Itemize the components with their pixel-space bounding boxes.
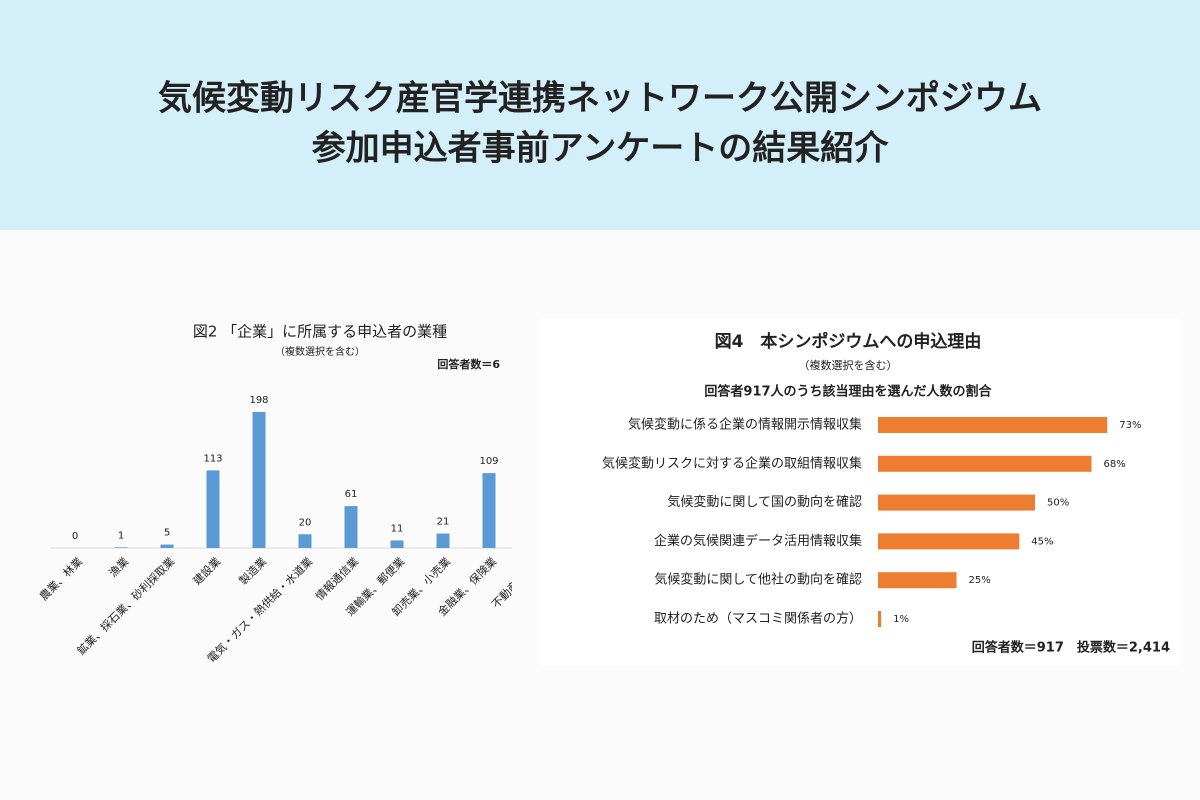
data-label: 25% bbox=[969, 575, 991, 586]
data-label: 109 bbox=[479, 456, 498, 467]
y-tick-label: 気候変動に関して国の動向を確認 bbox=[667, 494, 862, 510]
bar bbox=[252, 411, 266, 548]
bar bbox=[878, 533, 1020, 550]
bar bbox=[344, 506, 358, 548]
chart-panel bbox=[540, 318, 1180, 666]
chart-subtitle: （複数選択を含む） bbox=[799, 358, 898, 372]
bar bbox=[482, 473, 496, 548]
chart-subtitle: 回答者917人のうち該当理由を選んだ人数の割合 bbox=[704, 384, 992, 400]
bar bbox=[878, 572, 957, 589]
bar bbox=[114, 547, 128, 548]
data-label: 73% bbox=[1119, 420, 1141, 431]
banner-title: 参加申込者事前アンケートの結果紹介 bbox=[312, 129, 890, 169]
data-label: 68% bbox=[1104, 459, 1126, 470]
data-label: 113 bbox=[203, 453, 222, 464]
data-label: 1% bbox=[893, 614, 909, 625]
banner-title: 気候変動リスク産官学連携ネットワーク公開シンポジウム bbox=[158, 79, 1042, 119]
chart-note: 回答者数＝917 投票数＝2,414 bbox=[972, 640, 1170, 656]
bar bbox=[878, 494, 1035, 511]
y-tick-label: 気候変動リスクに対する企業の取組情報収集 bbox=[602, 455, 862, 471]
bar bbox=[298, 534, 312, 548]
y-tick-label: 気候変動に係る企業の情報開示情報収集 bbox=[628, 417, 862, 433]
y-tick-label: 企業の気候関連データ活用情報収集 bbox=[654, 533, 862, 549]
data-label: 198 bbox=[249, 395, 268, 406]
bar bbox=[878, 611, 882, 627]
data-label: 50% bbox=[1047, 498, 1069, 509]
data-label: 21 bbox=[437, 517, 450, 528]
chart-2: 気候変動に係る企業の情報開示情報収集 73% 気候変動リスクに対する企業の取組情報収… bbox=[602, 417, 1141, 627]
chart-title: 図2 「企業」に所属する申込者の業種 bbox=[193, 323, 447, 341]
bar bbox=[878, 455, 1092, 472]
data-label: 45% bbox=[1031, 536, 1053, 547]
data-label: 5 bbox=[164, 528, 170, 539]
y-tick-label: 気候変動に関して他社の動向を確認 bbox=[654, 572, 862, 588]
chart-title: 図4 本シンポジウムへの申込理由 bbox=[715, 331, 982, 352]
data-label: 20 bbox=[299, 517, 312, 528]
data-label: 1 bbox=[118, 530, 124, 541]
chart-note: 回答者数＝6 bbox=[437, 357, 500, 371]
bar bbox=[390, 540, 404, 548]
bar bbox=[436, 533, 450, 548]
bar bbox=[878, 417, 1108, 433]
data-label: 0 bbox=[72, 531, 78, 542]
data-label: 11 bbox=[391, 523, 404, 534]
chart-subtitle: （複数選択を含む） bbox=[275, 345, 365, 358]
bar bbox=[160, 544, 174, 548]
bar bbox=[206, 470, 220, 548]
data-label: 61 bbox=[345, 489, 358, 500]
y-tick-label: 取材のため（マスコミ関係者の方） bbox=[654, 611, 862, 627]
banner bbox=[0, 0, 1200, 230]
